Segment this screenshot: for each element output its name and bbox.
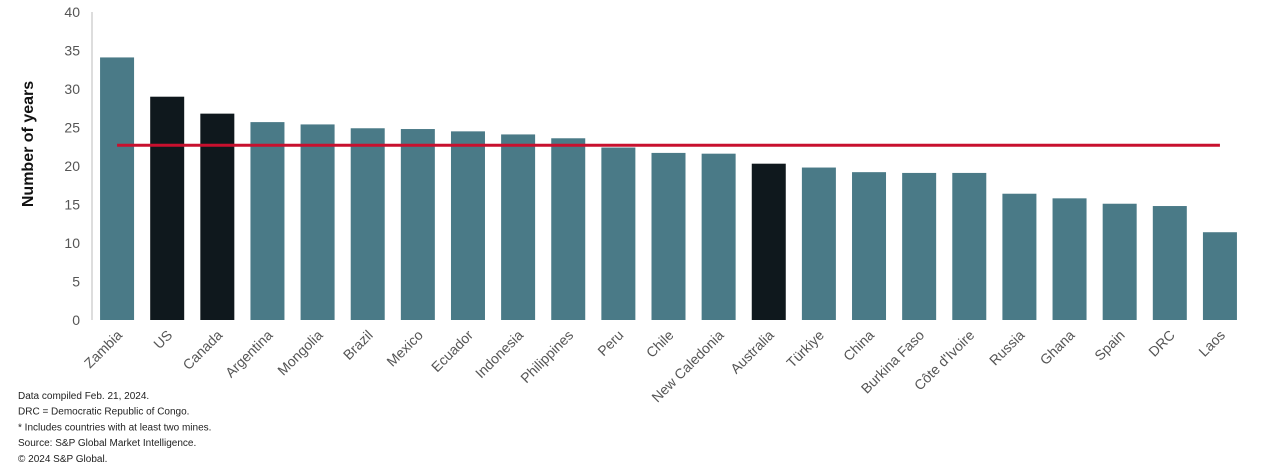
bar <box>751 163 786 320</box>
x-tick-label: Spain <box>1091 327 1128 364</box>
bar <box>1052 198 1087 320</box>
bar <box>100 57 135 321</box>
bar <box>300 124 335 320</box>
y-tick-label: 35 <box>64 43 80 59</box>
y-axis-label: Number of years <box>20 81 37 207</box>
bar <box>450 131 485 320</box>
bar <box>400 129 435 320</box>
bar <box>1102 203 1137 320</box>
bar <box>250 122 285 320</box>
x-tick-label: Canada <box>179 327 225 373</box>
y-tick-label: 25 <box>64 120 80 136</box>
x-tick-label: Philippines <box>517 327 576 386</box>
x-tick-label: Ecuador <box>428 327 476 375</box>
bar <box>350 128 385 320</box>
x-tick-label: Peru <box>594 327 626 359</box>
bar <box>200 113 235 320</box>
x-tick-label: Ghana <box>1037 327 1078 368</box>
note: DRC = Democratic Republic of Congo. <box>18 407 189 418</box>
y-tick-label: 15 <box>64 197 80 213</box>
bar <box>1002 193 1037 320</box>
x-tick-label: Argentina <box>222 327 276 381</box>
x-tick-label: Zambia <box>81 327 125 371</box>
x-tick-label: Türkiye <box>783 327 827 371</box>
bar <box>801 167 836 320</box>
bar <box>852 172 887 320</box>
bar <box>601 147 636 320</box>
note: Data compiled Feb. 21, 2024. <box>18 391 149 402</box>
bar <box>551 138 586 320</box>
x-tick-label: Chile <box>643 327 677 361</box>
x-tick-label: Brazil <box>340 327 376 363</box>
note: * Includes countries with at least two m… <box>18 422 211 433</box>
x-tick-label: Russia <box>986 327 1028 369</box>
bar <box>1152 206 1187 320</box>
x-tick-label: Mongolia <box>274 327 326 379</box>
note: Source: S&P Global Market Intelligence. <box>18 438 196 449</box>
bar <box>1202 232 1237 320</box>
x-tick-label: China <box>840 327 877 364</box>
x-tick-label: Australia <box>727 327 777 377</box>
note: © 2024 S&P Global. <box>18 454 107 462</box>
y-tick-label: 40 <box>64 4 80 20</box>
bar <box>701 153 736 320</box>
y-tick-label: 0 <box>72 312 80 328</box>
bar <box>952 172 987 320</box>
bar <box>150 96 185 320</box>
y-tick-label: 20 <box>64 158 80 174</box>
bar <box>651 152 686 320</box>
y-tick-label: 5 <box>72 274 80 290</box>
bar <box>501 134 536 320</box>
y-tick-label: 30 <box>64 81 80 97</box>
x-tick-label: Laos <box>1195 327 1228 360</box>
y-tick-label: 10 <box>64 235 80 251</box>
x-tick-label: US <box>150 327 175 352</box>
x-tick-label: Mexico <box>383 327 426 370</box>
bar <box>902 172 937 320</box>
x-tick-label: DRC <box>1145 327 1178 360</box>
